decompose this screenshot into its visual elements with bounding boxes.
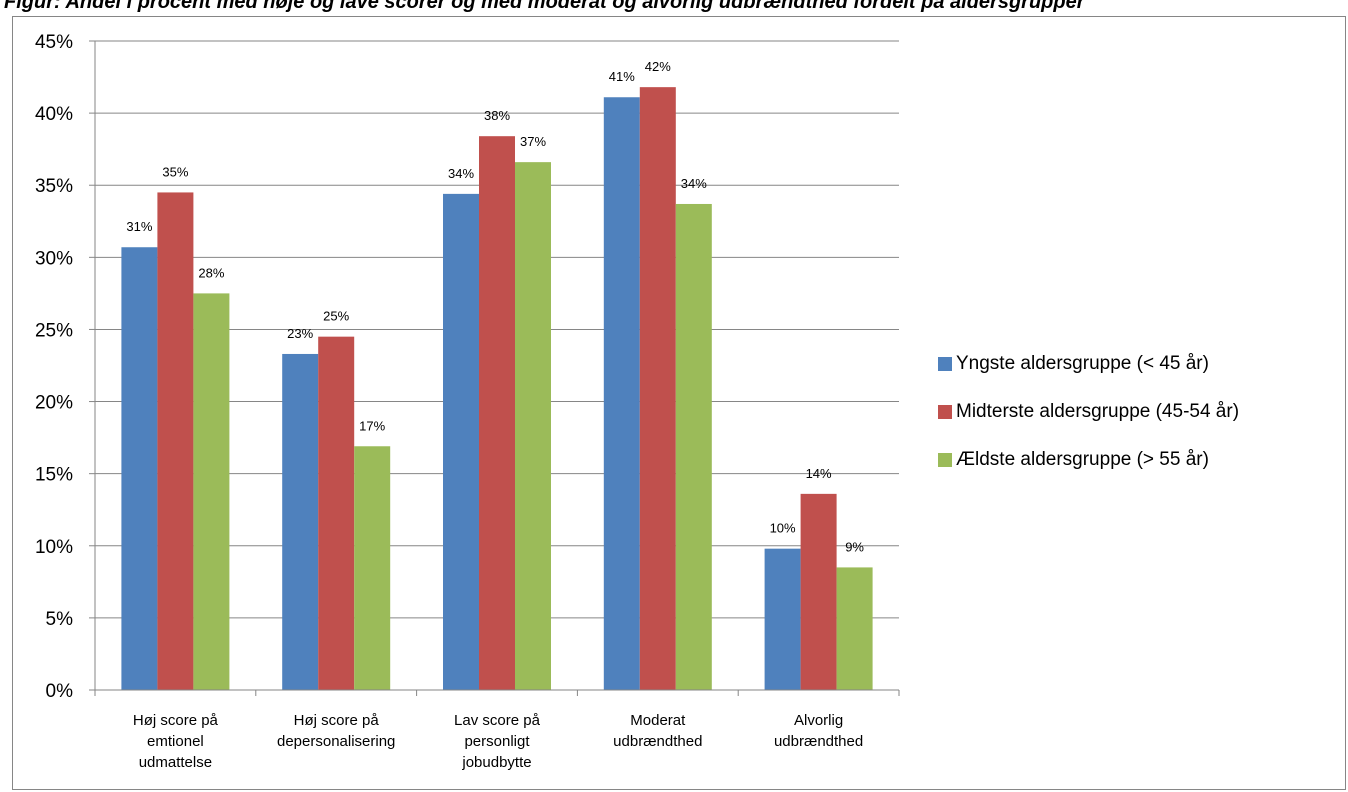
legend-swatch-middle [938, 405, 952, 419]
legend-label-young: Yngste aldersgruppe (< 45 år) [956, 353, 1209, 374]
bar [354, 446, 391, 690]
x-category-label: Høj score på [133, 712, 219, 729]
figure-caption: Figur: Andel i procent med høje og lave … [4, 0, 1085, 13]
data-label: 34% [448, 166, 474, 181]
x-category-label: Lav score på [454, 712, 541, 729]
data-label: 9% [845, 539, 864, 554]
data-label: 34% [681, 176, 707, 191]
x-category-label: udmattelse [139, 754, 212, 771]
x-category-label: emtionel [147, 733, 204, 750]
x-category-label: Alvorlig [794, 712, 843, 729]
data-label: 31% [126, 219, 152, 234]
y-tick-label: 35% [35, 176, 73, 197]
data-label: 38% [484, 108, 510, 123]
data-label: 14% [806, 466, 832, 481]
y-tick-label: 25% [35, 320, 73, 341]
bar [800, 493, 837, 690]
x-category-label: personligt [464, 733, 530, 750]
data-label: 42% [645, 59, 671, 74]
bar [603, 97, 640, 691]
data-label: 35% [162, 164, 188, 179]
x-category-label: Høj score på [294, 712, 380, 729]
legend-swatch-old [938, 453, 952, 467]
x-category-label: udbrændthed [613, 733, 702, 750]
bar [121, 247, 158, 690]
y-tick-label: 40% [35, 104, 73, 125]
y-tick-label: 45% [35, 32, 73, 53]
bar [479, 136, 515, 691]
data-label: 23% [287, 326, 313, 341]
legend-label-old: Ældste aldersgruppe (> 55 år) [956, 449, 1209, 470]
legend-item-middle: Midterste aldersgruppe (45-54 år) [938, 388, 1239, 436]
legend-label-middle: Midterste aldersgruppe (45-54 år) [956, 401, 1240, 422]
y-tick-label: 10% [35, 537, 73, 558]
data-label: 37% [520, 134, 546, 149]
y-tick-label: 20% [35, 393, 73, 414]
data-label: 28% [198, 265, 224, 280]
bar [639, 87, 676, 690]
data-label: 10% [770, 521, 796, 536]
x-category-label: Moderat [630, 712, 686, 729]
bar [443, 193, 479, 690]
x-category-label: jobudbytte [461, 754, 531, 771]
legend-item-old: Ældste aldersgruppe (> 55 år) [938, 436, 1239, 484]
chart-frame [12, 16, 1346, 790]
y-tick-label: 15% [35, 465, 73, 486]
y-tick-label: 5% [46, 609, 74, 630]
figure-caption-strip: Figur: Andel i procent med høje og lave … [0, 0, 1348, 14]
x-category-label: depersonalisering [277, 733, 395, 750]
bar [157, 192, 194, 690]
legend-swatch-young [938, 357, 952, 371]
bar [515, 162, 551, 690]
data-label: 25% [323, 309, 349, 324]
bar [282, 353, 319, 690]
bar [318, 336, 355, 690]
bar [193, 293, 230, 690]
y-tick-label: 30% [35, 248, 73, 269]
bar [764, 548, 801, 690]
data-label: 17% [359, 418, 385, 433]
bar [675, 203, 712, 690]
y-tick-label: 0% [46, 681, 74, 702]
legend-item-young: Yngste aldersgruppe (< 45 år) [938, 340, 1239, 388]
bar [836, 567, 873, 690]
x-category-label: udbrændthed [774, 733, 863, 750]
chart-legend: Yngste aldersgruppe (< 45 år) Midterste … [938, 340, 1239, 484]
data-label: 41% [609, 69, 635, 84]
